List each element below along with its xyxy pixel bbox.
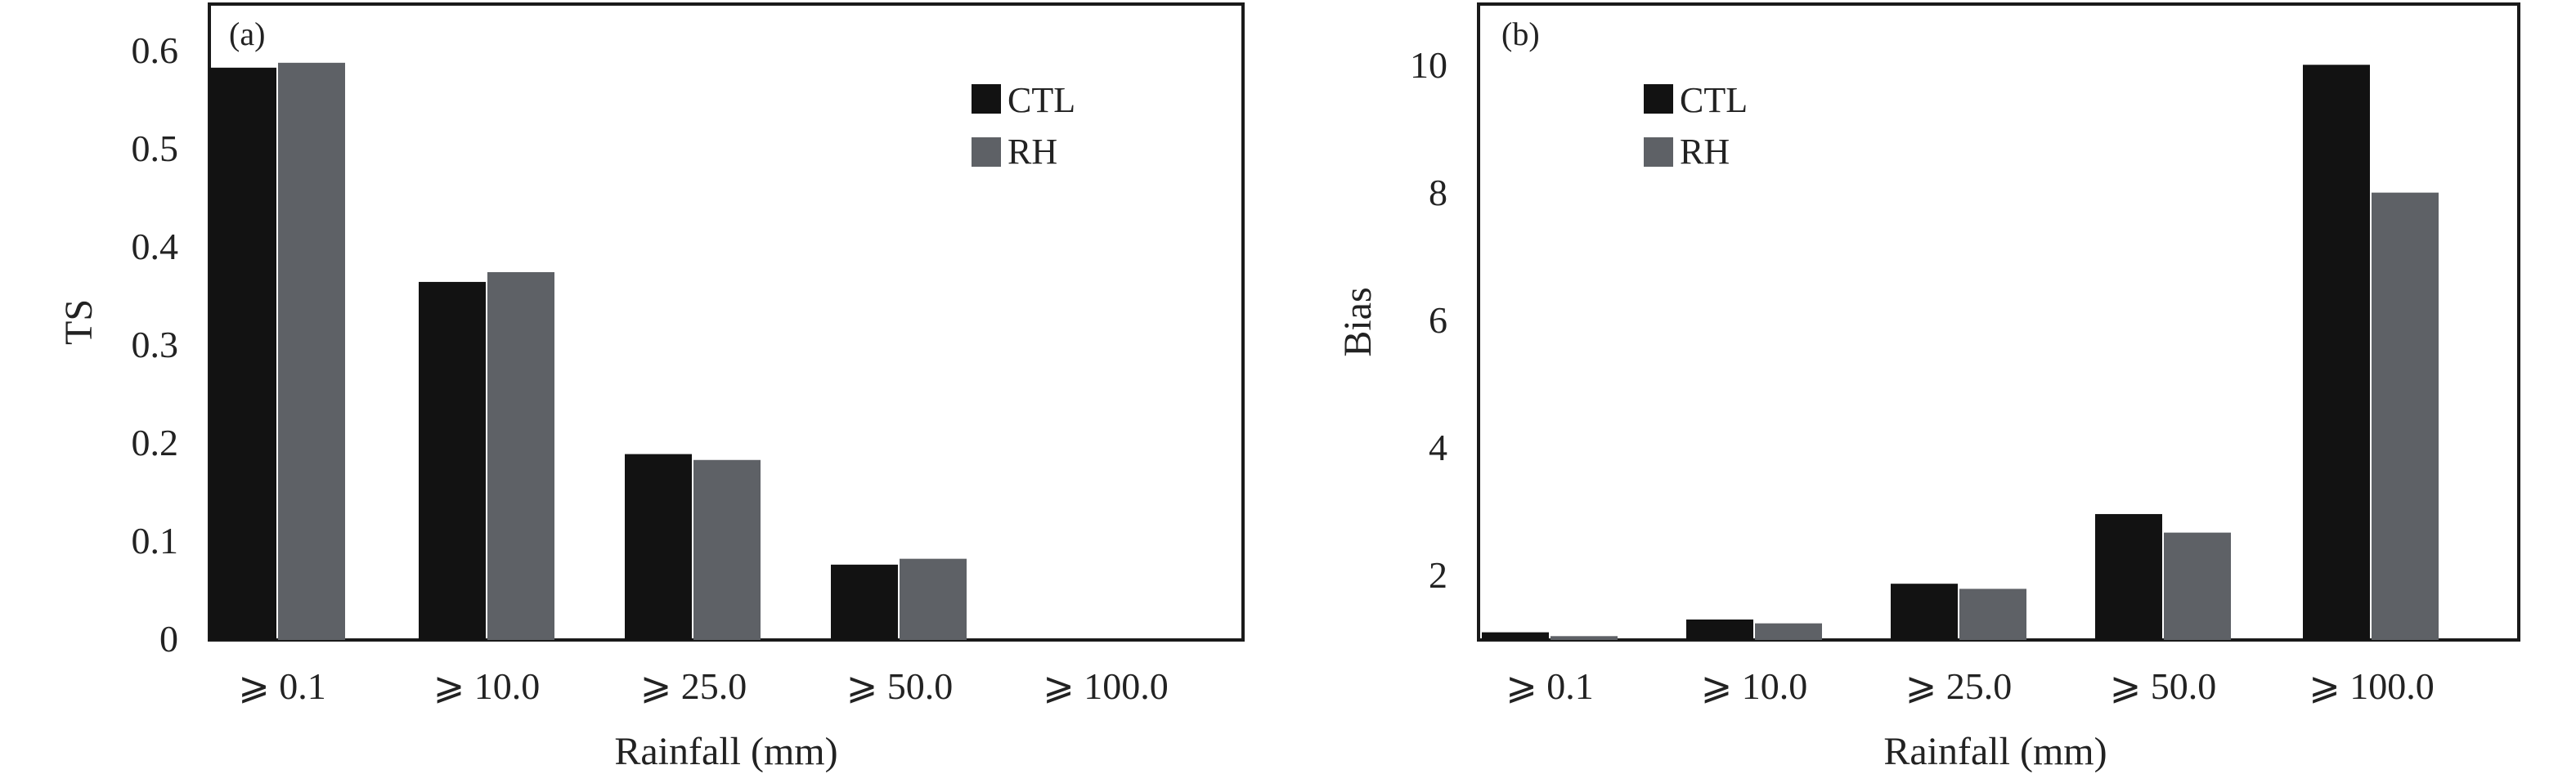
panel-a-bar-ctl-4: [831, 564, 898, 640]
panel-b-y-tick-label: 8: [1429, 172, 1447, 213]
panel-a-bar-rh-4: [900, 558, 967, 640]
panel-a-legend-label-rh: RH: [1008, 132, 1057, 172]
panel-b-x-tick-label: ⩾ 100.0: [2309, 665, 2435, 707]
panel-a-x-tick-label: ⩾ 50.0: [846, 665, 954, 707]
panel-a-y-tick-labels: 0 0.1 0.2 0.3 0.4 0.5 0.6: [132, 29, 179, 660]
panel-b-legend-swatch-ctl: [1644, 84, 1673, 114]
panel-b-bar-ctl-2: [1686, 619, 1753, 640]
panel-b-bar-ctl-5: [2303, 65, 2370, 640]
panel-a-y-tick-label: 0.3: [132, 324, 179, 365]
panel-a-bar-ctl-1: [209, 67, 276, 641]
panel-b-y-tick-label: 2: [1429, 554, 1447, 596]
panel-a-bar-rh-3: [693, 459, 761, 640]
panel-b-legend-label-ctl: CTL: [1680, 80, 1748, 120]
panel-b-legend-swatch-rh: [1644, 137, 1673, 167]
panel-a-y-tick-label: 0.5: [132, 128, 179, 169]
panel-b-bias-chart: (b) Bias Rainfall (mm) CTL RH 2 4 6 8 10…: [1336, 2, 2520, 773]
panel-b-legend-label-rh: RH: [1680, 132, 1730, 172]
panel-b-x-tick-label: ⩾ 10.0: [1701, 665, 1808, 707]
panel-a-bar-ctl-3: [625, 454, 692, 640]
panel-a-x-tick-label: ⩾ 10.0: [433, 665, 541, 707]
panel-a-y-tick-label: 0.6: [132, 29, 179, 71]
panel-b-y-tick-label: 6: [1429, 299, 1447, 341]
panel-a-legend-label-ctl: CTL: [1008, 80, 1075, 120]
panel-a-x-axis-title: Rainfall (mm): [614, 730, 837, 773]
panel-b-y-tick-label: 10: [1410, 44, 1447, 86]
panel-b-bar-ctl-3: [1891, 584, 1958, 640]
panel-b-x-tick-labels: ⩾ 0.1 ⩾ 10.0 ⩾ 25.0 ⩾ 50.0 ⩾ 100.0: [1506, 665, 2435, 707]
panel-b-legend: CTL RH: [1644, 80, 1748, 172]
panel-b-x-tick-label: ⩾ 0.1: [1506, 665, 1594, 707]
panel-a-legend: CTL RH: [972, 80, 1075, 172]
panel-b-x-axis-title: Rainfall (mm): [1883, 730, 2107, 773]
panel-a-x-tick-labels: ⩾ 0.1 ⩾ 10.0 ⩾ 25.0 ⩾ 50.0 ⩾ 100.0: [238, 665, 1169, 707]
panel-b-bar-rh-5: [2372, 192, 2439, 640]
panel-a-y-tick-label: 0.2: [132, 422, 179, 463]
panel-b-bar-rh-2: [1755, 623, 1822, 640]
panel-a-bars: [209, 62, 967, 641]
panel-a-y-tick-label: 0.4: [132, 226, 179, 267]
panel-a-bar-rh-1: [278, 62, 345, 641]
panel-a-ts-chart: (a) TS Rainfall (mm) CTL RH 0 0.1 0.2 0.…: [57, 2, 1245, 773]
panel-a-x-tick-label: ⩾ 100.0: [1043, 665, 1169, 707]
panel-b-x-tick-label: ⩾ 25.0: [1905, 665, 2013, 707]
panel-b-bar-rh-1: [1551, 636, 1618, 640]
panel-a-legend-swatch-rh: [972, 137, 1001, 167]
panel-a-legend-swatch-ctl: [972, 84, 1001, 114]
panel-a-x-tick-label: ⩾ 0.1: [238, 665, 326, 707]
panel-b-bar-rh-3: [1959, 588, 2026, 640]
panel-a-y-tick-label: 0: [159, 618, 178, 660]
panel-a-x-tick-label: ⩾ 25.0: [640, 665, 747, 707]
panel-b-bar-ctl-4: [2095, 513, 2162, 640]
panel-a-y-axis-title: TS: [57, 299, 101, 345]
panel-a-bar-rh-2: [487, 271, 554, 640]
panel-b-bar-ctl-1: [1482, 632, 1549, 640]
panel-b-label: (b): [1501, 16, 1540, 52]
panel-b-bar-rh-4: [2164, 532, 2231, 640]
panel-b-y-tick-label: 4: [1429, 427, 1447, 468]
panel-b-bars: [1482, 65, 2439, 640]
panel-b-x-tick-label: ⩾ 50.0: [2110, 665, 2217, 707]
panel-a-bar-ctl-2: [419, 281, 486, 640]
panel-a-label: (a): [229, 16, 265, 52]
panel-a-y-tick-label: 0.1: [132, 520, 179, 562]
panel-b-y-tick-labels: 2 4 6 8 10: [1410, 44, 1447, 596]
panel-b-y-axis-title: Bias: [1336, 287, 1380, 356]
